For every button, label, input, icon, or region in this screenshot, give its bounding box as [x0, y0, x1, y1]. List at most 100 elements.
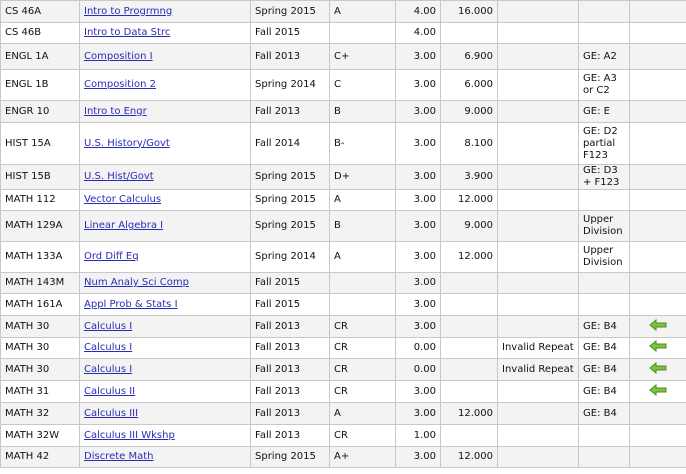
repeat-note-cell [497, 0, 579, 23]
course-title-link[interactable]: Calculus I [84, 342, 133, 353]
grade-points-cell [440, 337, 498, 359]
grade-points-cell [440, 424, 498, 447]
course-title-link[interactable]: Num Analy Sci Comp [84, 277, 189, 288]
course-code-cell: MATH 129A [0, 210, 80, 242]
course-title-cell: Calculus I [79, 315, 251, 338]
course-title-link[interactable]: Intro to Data Strc [84, 27, 171, 38]
units-cell: 0.00 [395, 358, 441, 381]
course-code-cell: HIST 15A [0, 122, 80, 165]
course-title-cell: Appl Prob & Stats I [79, 293, 251, 316]
course-title-link[interactable]: Intro to Engr [84, 105, 147, 117]
left-arrow-icon[interactable] [649, 383, 667, 400]
term-cell: Fall 2013 [250, 337, 330, 359]
course-title-link[interactable]: U.S. Hist/Govt [84, 171, 154, 182]
repeat-indicator-cell [629, 358, 686, 381]
grade-points-cell: 9.000 [440, 100, 498, 123]
left-arrow-icon[interactable] [649, 318, 667, 335]
repeat-indicator-cell [629, 189, 686, 211]
table-row: CS 46B Intro to Data Strc Fall 2015 4.00 [0, 22, 686, 44]
course-title-link[interactable]: Calculus I [84, 320, 133, 332]
units-cell: 3.00 [395, 315, 441, 338]
repeat-note-cell [497, 315, 579, 338]
course-title-cell: U.S. History/Govt [79, 122, 251, 165]
course-title-cell: U.S. Hist/Govt [79, 164, 251, 190]
units-cell: 3.00 [395, 210, 441, 242]
table-row: MATH 161A Appl Prob & Stats I Fall 2015 3.0… [0, 293, 686, 316]
course-title-link[interactable]: Linear Algebra I [84, 220, 164, 231]
repeat-indicator-cell [629, 122, 686, 165]
requirement-cell [578, 22, 630, 44]
course-code-cell: CS 46A [0, 0, 80, 23]
grade-points-cell [440, 272, 498, 294]
repeat-note-cell [497, 380, 579, 403]
grade-cell [329, 293, 396, 316]
grade-points-cell: 6.900 [440, 43, 498, 70]
course-title-link[interactable]: U.S. History/Govt [84, 137, 170, 149]
left-arrow-icon[interactable] [649, 361, 667, 378]
term-cell: Fall 2013 [250, 424, 330, 447]
course-code-cell: HIST 15B [0, 164, 80, 190]
repeat-note-cell [497, 164, 579, 190]
grade-points-cell: 3.900 [440, 164, 498, 190]
table-row: MATH 30 Calculus I Fall 2013 CR 0.00 Invalid … [0, 337, 686, 359]
course-code-cell: ENGL 1B [0, 69, 80, 101]
course-code-cell: CS 46B [0, 22, 80, 44]
table-row: ENGL 1B Composition 2 Spring 2014 C 3.00 6.00… [0, 69, 686, 101]
repeat-indicator-cell [629, 380, 686, 403]
units-cell: 3.00 [395, 122, 441, 165]
requirement-cell: GE: A2 [578, 43, 630, 70]
course-title-link[interactable]: Discrete Math [84, 451, 154, 462]
course-title-link[interactable]: Calculus III [84, 407, 139, 419]
grade-cell: B- [329, 122, 396, 165]
course-title-link[interactable]: Intro to Progrmng [84, 5, 173, 17]
units-cell: 3.00 [395, 100, 441, 123]
term-cell: Fall 2013 [250, 315, 330, 338]
course-title-link[interactable]: Composition 2 [84, 79, 156, 90]
course-title-link[interactable]: Ord Diff Eq [84, 251, 139, 262]
course-code-cell: MATH 133A [0, 241, 80, 273]
table-row: ENGL 1A Composition I Fall 2013 C+ 3.00 6.900… [0, 43, 686, 70]
units-cell: 4.00 [395, 0, 441, 23]
course-code-cell: MATH 30 [0, 358, 80, 381]
units-cell: 3.00 [395, 272, 441, 294]
term-cell: Spring 2015 [250, 446, 330, 468]
requirement-cell: GE: B4 [578, 358, 630, 381]
course-code-cell: MATH 42 [0, 446, 80, 468]
requirement-cell [578, 424, 630, 447]
course-title-cell: Linear Algebra I [79, 210, 251, 242]
course-title-link[interactable]: Composition I [84, 50, 153, 62]
grade-cell: C [329, 69, 396, 101]
course-title-link[interactable]: Appl Prob & Stats I [84, 298, 178, 310]
course-title-link[interactable]: Vector Calculus [84, 194, 162, 205]
left-arrow-icon[interactable] [649, 339, 667, 356]
grade-points-cell [440, 315, 498, 338]
repeat-note-cell [497, 100, 579, 123]
course-title-cell: Discrete Math [79, 446, 251, 468]
course-title-link[interactable]: Calculus III Wkshp [84, 429, 175, 441]
course-code-cell: MATH 32 [0, 402, 80, 425]
repeat-indicator-cell [629, 0, 686, 23]
units-cell: 3.00 [395, 446, 441, 468]
course-title-link[interactable]: Calculus II [84, 385, 136, 397]
term-cell: Spring 2014 [250, 69, 330, 101]
repeat-indicator-cell [629, 241, 686, 273]
repeat-note-cell [497, 122, 579, 165]
units-cell: 3.00 [395, 241, 441, 273]
term-cell: Fall 2015 [250, 272, 330, 294]
repeat-indicator-cell [629, 164, 686, 190]
term-cell: Fall 2015 [250, 22, 330, 44]
grade-cell [329, 22, 396, 44]
requirement-cell: GE: B4 [578, 337, 630, 359]
course-title-link[interactable]: Calculus I [84, 363, 133, 375]
grade-cell: B [329, 210, 396, 242]
requirement-cell [578, 293, 630, 316]
grade-points-cell: 9.000 [440, 210, 498, 242]
grade-cell: B [329, 100, 396, 123]
table-row: MATH 31 Calculus II Fall 2013 CR 3.00 GE: B4 [0, 380, 686, 403]
grade-points-cell [440, 380, 498, 403]
repeat-indicator-cell [629, 272, 686, 294]
table-row: ENGR 10 Intro to Engr Fall 2013 B 3.00 9.000 G… [0, 100, 686, 123]
course-title-cell: Num Analy Sci Comp [79, 272, 251, 294]
table-row: MATH 129A Linear Algebra I Spring 2015 B 3.0… [0, 210, 686, 242]
course-code-cell: MATH 31 [0, 380, 80, 403]
